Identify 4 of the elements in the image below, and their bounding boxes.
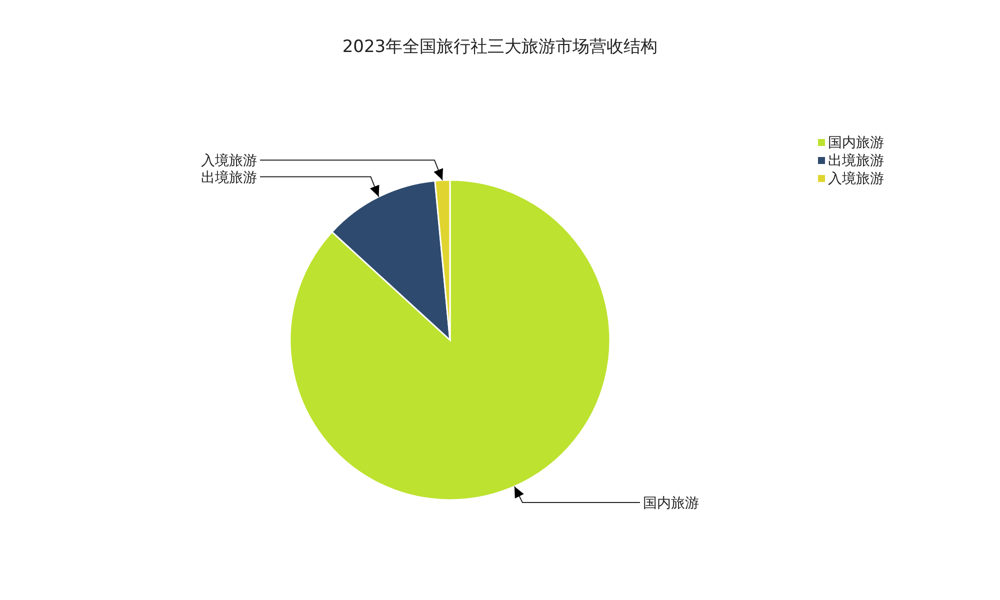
legend-label: 国内旅游 [828,135,884,151]
legend-label: 出境旅游 [828,153,884,169]
legend-label: 入境旅游 [828,171,884,187]
title: 2023年全国旅行社三大旅游市场营收结构 [342,37,658,57]
